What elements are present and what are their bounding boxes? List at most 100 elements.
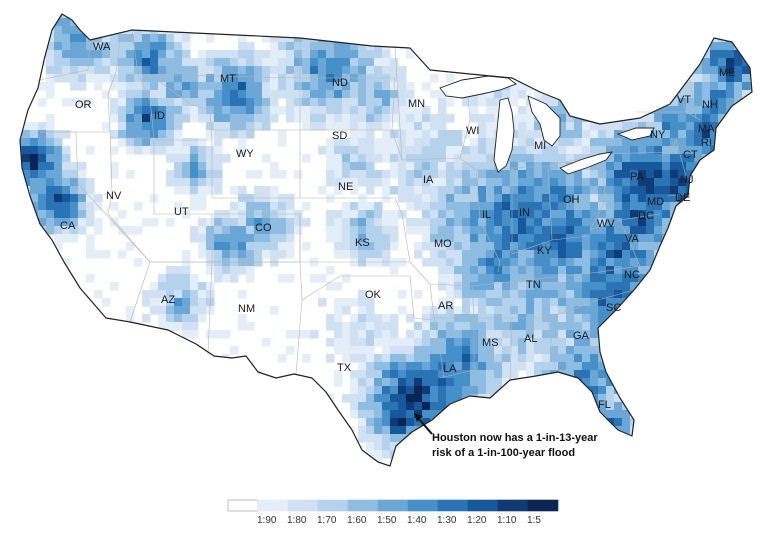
county-cell [462,258,471,267]
county-cell [582,346,591,355]
county-cell [318,90,327,99]
county-cell [278,82,287,91]
county-cell [358,434,367,443]
county-cell [190,330,199,339]
county-cell [86,354,95,363]
county-cell [758,74,767,83]
county-cell [590,146,599,155]
county-cell [422,114,431,123]
county-cell [414,42,423,51]
county-cell [254,74,263,83]
county-cell [494,282,503,291]
county-cell [430,90,439,99]
county-cell [646,226,655,235]
county-cell [574,402,583,411]
county-cell [534,58,543,67]
county-cell [622,242,631,251]
county-cell [246,130,255,139]
county-cell [446,218,455,227]
county-cell [278,130,287,139]
county-cell [462,330,471,339]
county-cell [598,426,607,435]
county-cell [566,250,575,259]
county-cell [606,386,615,395]
county-cell [46,130,55,139]
county-cell [54,74,63,83]
county-cell [702,114,711,123]
state-border [401,213,411,263]
county-cell [38,274,47,283]
county-cell [294,18,303,27]
county-cell [142,122,151,131]
county-cell [686,82,695,91]
county-cell [174,34,183,43]
county-cell [446,170,455,179]
county-cell [158,26,167,35]
county-cell [86,146,95,155]
county-cell [286,218,295,227]
county-cell [38,418,47,427]
county-cell [534,282,543,291]
county-cell [734,90,743,99]
county-cell [382,170,391,179]
county-cell [750,338,752,347]
county-cell [190,58,199,67]
county-cell [670,146,679,155]
county-cell [726,58,735,67]
county-cell [718,98,727,107]
county-cell [246,170,255,179]
county-cell [430,250,439,259]
county-cell [574,98,583,107]
county-cell [414,434,423,443]
county-cell [278,274,287,283]
county-cell [294,114,303,123]
county-cell [462,162,471,171]
county-cell [46,194,55,203]
county-cell [550,250,559,259]
county-cell [494,186,503,195]
county-cell [702,234,711,243]
county-cell [334,330,343,339]
county-cell [614,402,623,411]
county-cell [494,474,503,483]
county-cell [590,58,599,67]
county-cell [678,122,687,131]
county-cell [366,234,375,243]
county-cell [526,210,535,219]
county-cell [550,394,559,403]
county-cell [310,66,319,75]
county-cell [534,298,543,307]
county-cell [374,354,383,363]
county-cell [54,26,63,35]
county-cell [166,170,175,179]
county-cell [630,442,639,451]
county-cell [214,370,223,379]
county-cell [38,346,47,355]
county-cell [742,162,751,171]
county-cell [350,338,359,347]
county-cell [30,130,39,139]
county-cell [446,386,455,395]
county-cell [118,130,127,139]
county-cell [694,82,703,91]
county-cell [214,154,223,163]
county-cell [606,338,615,347]
county-cell [526,218,535,227]
county-cell [118,58,127,67]
county-cell [718,234,727,243]
county-cell [374,362,383,371]
county-cell [398,306,407,315]
county-cell [190,66,199,75]
county-cell [62,186,71,195]
county-cell [414,418,423,427]
county-cell [470,234,479,243]
county-cell [622,154,631,163]
county-cell [86,14,95,19]
county-cell [382,378,391,387]
county-cell [390,410,399,419]
county-cell [342,322,351,331]
county-cell [718,138,727,147]
county-cell [334,314,343,323]
county-cell [390,218,399,227]
county-cell [118,474,127,483]
